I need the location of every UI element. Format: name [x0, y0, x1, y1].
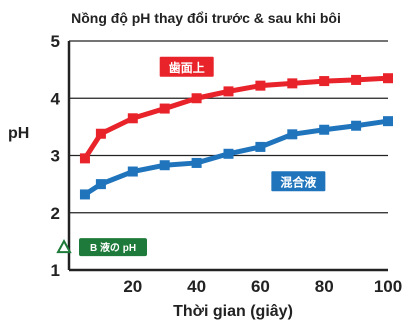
series-0-point-0	[79, 153, 90, 164]
series-1-point-10	[383, 116, 393, 127]
annotation-box	[79, 238, 147, 257]
y-tick-label-3: 4	[51, 89, 61, 108]
series-label-box-0	[157, 54, 216, 79]
series-1-point-3	[159, 160, 170, 171]
series-0-point-1	[95, 128, 106, 139]
series-0-point-4	[191, 93, 202, 104]
series-1-point-0	[79, 189, 90, 200]
y-tick-label-1: 2	[51, 204, 60, 223]
series-0-point-8	[319, 76, 330, 87]
x-tick-label-4: 100	[374, 277, 402, 296]
series-1-point-9	[351, 120, 362, 131]
series-0-point-5	[223, 86, 234, 97]
series-1-point-2	[127, 166, 138, 177]
y-tick-label-4: 5	[51, 32, 60, 51]
series-label-1: 混合液	[280, 174, 316, 189]
series-0-point-7	[287, 78, 298, 89]
series-0-point-3	[159, 103, 170, 114]
series-line-1	[83, 118, 389, 197]
series-0-point-9	[351, 74, 362, 85]
annotation-b-liquid-ph: B 液の pH	[56, 238, 147, 257]
annotation-triangle-marker	[56, 239, 72, 254]
series-1-point-4	[191, 157, 202, 168]
series-1-point-8	[319, 124, 330, 135]
x-axis-label: Thời gian (giây)	[173, 303, 293, 320]
series-0-point-6	[255, 80, 266, 91]
series-label-box-1	[269, 169, 328, 194]
x-tick-label-3: 80	[315, 277, 334, 296]
series-1-point-1	[95, 179, 106, 190]
y-axis-label: pH	[8, 125, 29, 142]
x-tick-label-0: 20	[123, 277, 142, 296]
y-tick-label-0: 1	[51, 261, 60, 280]
series-0-point-2	[127, 113, 138, 124]
axes	[67, 41, 388, 272]
y-tick-label-2: 3	[51, 147, 60, 166]
series-1-point-5	[223, 148, 234, 159]
series-1-point-6	[255, 141, 266, 152]
series-label-0: 歯面上	[169, 60, 205, 75]
series-1-point-7	[287, 129, 298, 140]
annotation-text: B 液の pH	[90, 241, 136, 254]
x-tick-labels: 20 40 60 80 100	[123, 277, 402, 296]
x-tick-label-1: 40	[187, 277, 206, 296]
series-0-point-10	[383, 73, 393, 84]
y-tick-labels: 1 2 3 4 5	[51, 32, 61, 280]
x-tick-label-2: 60	[251, 277, 270, 296]
chart-title: Nồng độ pH thay đổi trước & sau khi bôi	[71, 10, 341, 26]
